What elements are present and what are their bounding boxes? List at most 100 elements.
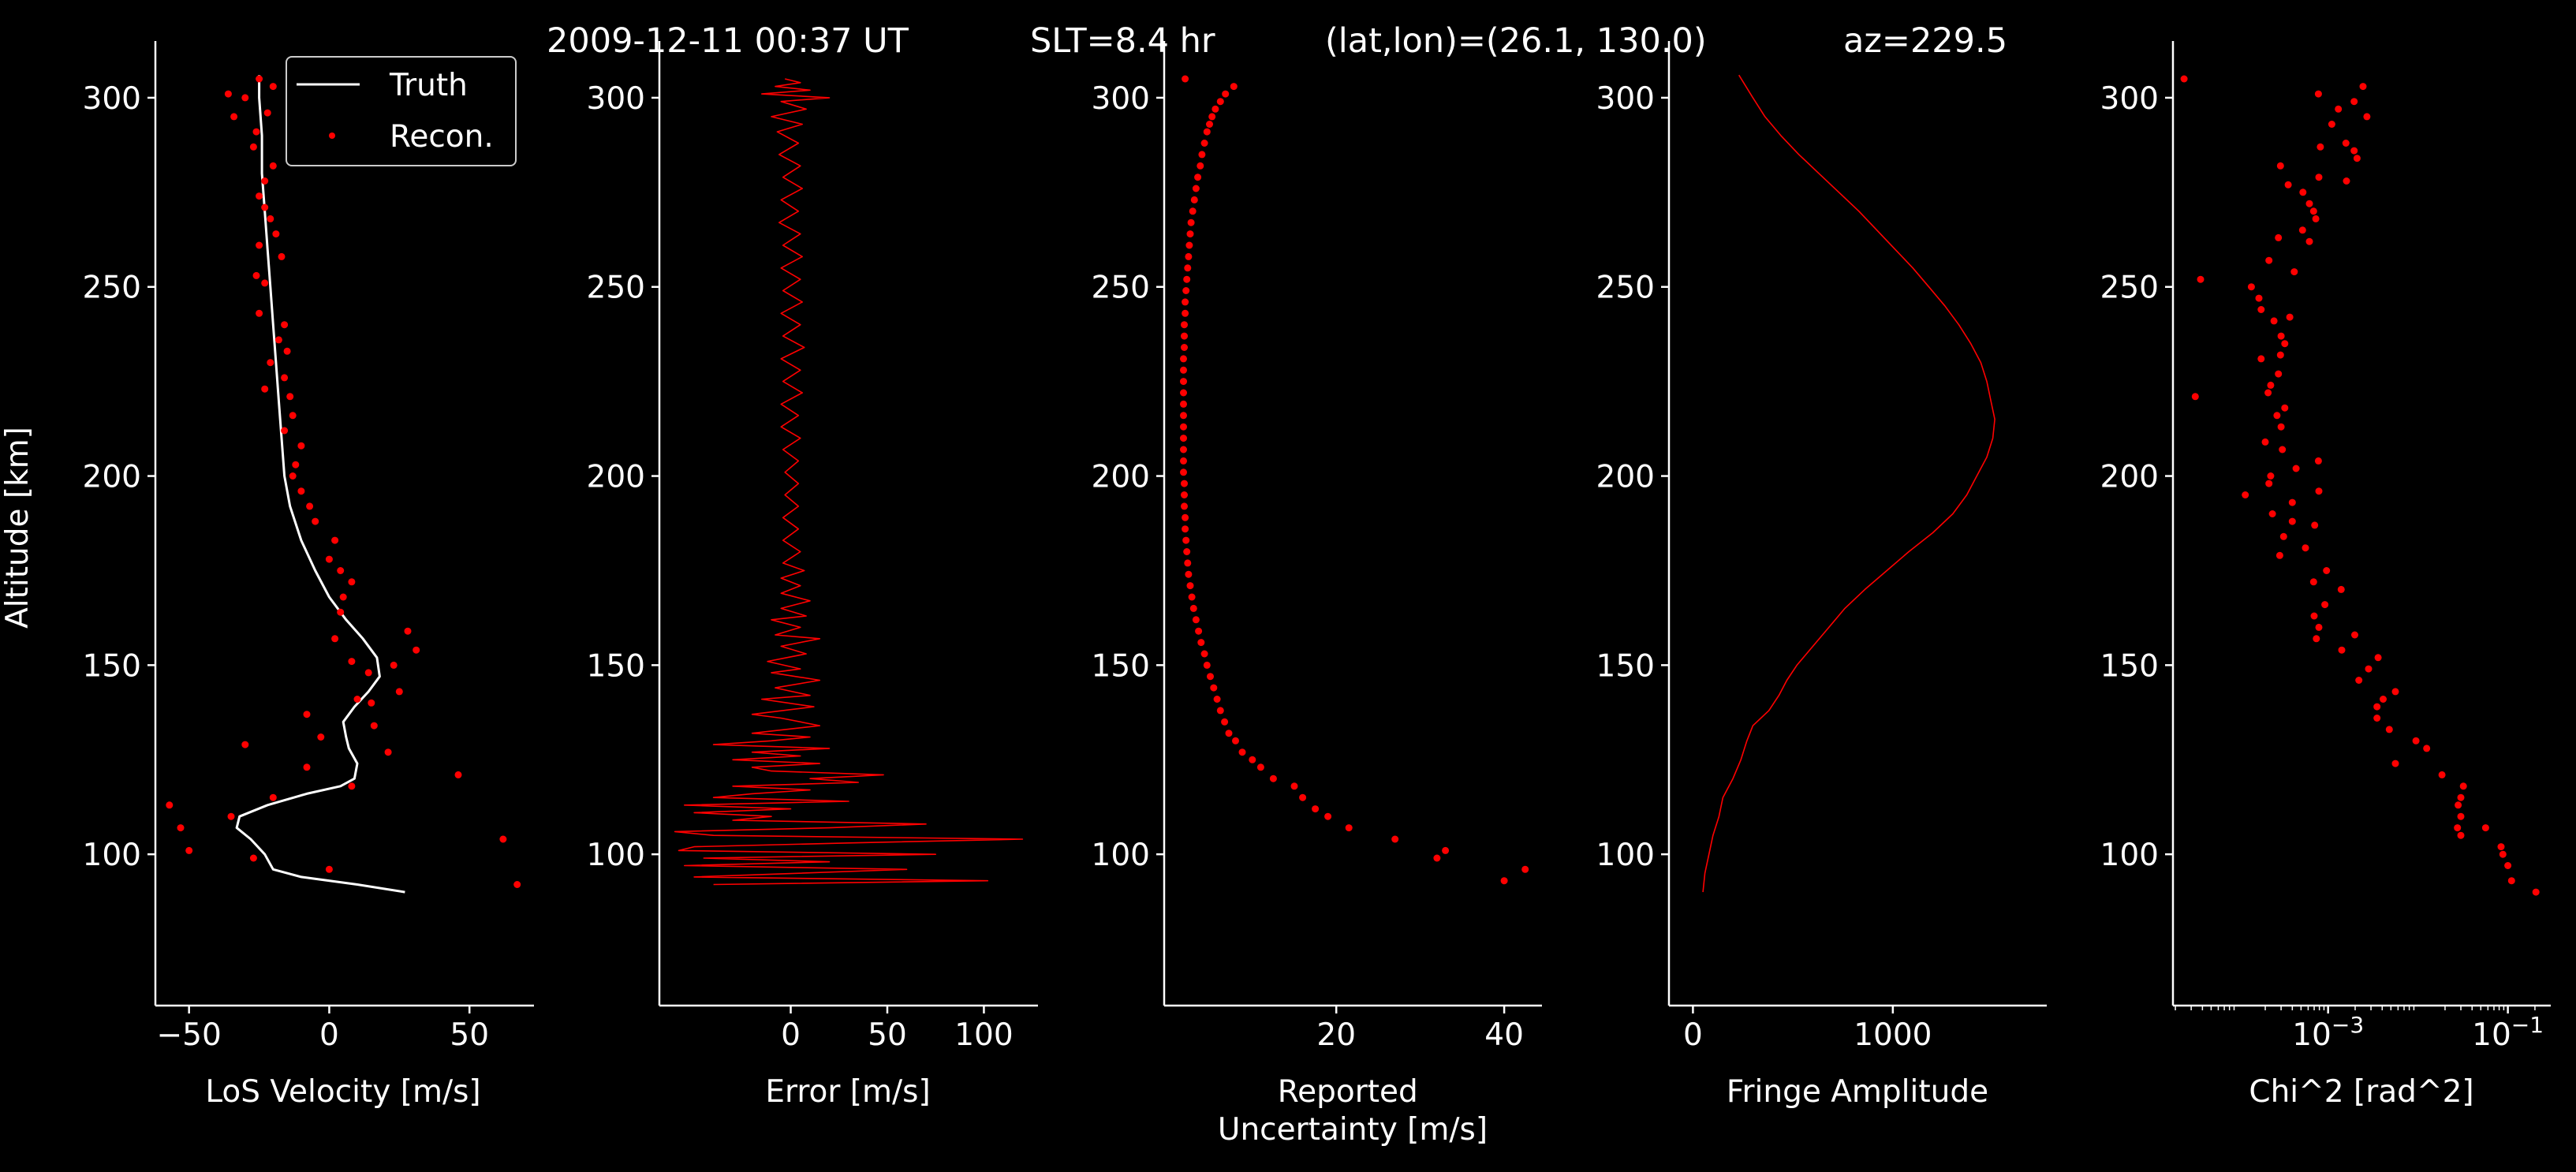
x-tick-label: 1000 (1854, 1017, 1932, 1053)
series-data-0 (1180, 75, 1529, 885)
data-point (1210, 684, 1218, 692)
y-tick-label: 200 (587, 460, 645, 495)
data-point (177, 824, 185, 832)
data-point (337, 608, 345, 616)
data-point (1225, 730, 1233, 737)
data-point (2275, 370, 2283, 378)
data-point (2281, 340, 2289, 348)
data-point (348, 658, 356, 666)
data-point (1216, 707, 1224, 715)
data-point (2309, 578, 2317, 586)
data-point (272, 230, 280, 238)
data-point (2257, 355, 2265, 363)
x-tick-label: 20 (1316, 1017, 1356, 1053)
data-point (2292, 465, 2300, 472)
data-point (1192, 616, 1200, 624)
data-point (2288, 498, 2296, 506)
data-point (2309, 207, 2317, 215)
data-point (1203, 661, 1211, 669)
data-point (2363, 113, 2371, 121)
data-point (413, 646, 420, 654)
data-point (2264, 389, 2272, 397)
data-point (1198, 151, 1206, 159)
data-point (2191, 393, 2199, 401)
data-point (1189, 604, 1197, 612)
data-point (256, 309, 263, 317)
data-point (1180, 446, 1187, 453)
y-tick-label: 250 (1596, 271, 1655, 306)
data-point (337, 567, 345, 574)
data-point (1188, 593, 1196, 601)
data-point (2499, 850, 2507, 858)
data-point (1197, 639, 1205, 647)
data-point (1180, 400, 1187, 408)
data-point (1200, 140, 1208, 147)
data-point (1186, 582, 1194, 590)
data-point (331, 635, 339, 643)
data-point (404, 627, 412, 635)
data-point (1197, 162, 1204, 170)
plot-area-los-velocity: 100 150 200 250 300 −50 0 50 (83, 41, 534, 1053)
data-point (289, 412, 297, 420)
plot-area-reported-uncertainty: 100 150 200 250 300 20 40 (1092, 41, 1542, 1053)
data-point (1312, 805, 1320, 813)
panel-error: 100 150 200 250 300 0 50 100 Error [m/s] (587, 41, 1038, 1110)
data-point (2299, 188, 2307, 196)
data-point (1182, 298, 1189, 306)
data-point (256, 241, 263, 249)
data-point (297, 442, 305, 450)
data-point (2359, 83, 2367, 91)
data-point (1256, 763, 1264, 771)
data-point (1184, 264, 1192, 272)
series-data-0 (2180, 75, 2540, 896)
data-point (2350, 147, 2358, 155)
data-point (384, 748, 392, 756)
data-point (185, 846, 193, 854)
data-point (1181, 344, 1188, 351)
data-point (2277, 423, 2285, 431)
data-point (1206, 121, 1213, 128)
x-tick-label: 40 (1484, 1017, 1524, 1053)
y-tick-label: 250 (83, 271, 141, 306)
data-point (1182, 536, 1190, 544)
altitude-axis-label: Altitude [km] (0, 427, 35, 629)
data-point (368, 699, 375, 707)
data-point (1180, 366, 1187, 374)
data-point (1208, 113, 1216, 121)
data-point (2270, 317, 2278, 325)
y-tick-label: 100 (587, 838, 645, 873)
data-point (1184, 559, 1192, 567)
data-point (224, 90, 232, 98)
data-point (2314, 90, 2322, 98)
data-point (281, 427, 289, 435)
data-point (390, 661, 398, 669)
data-point (261, 385, 269, 393)
data-point (227, 812, 235, 820)
data-point (289, 472, 297, 480)
data-point (348, 578, 356, 586)
y-tick-label: 200 (1092, 460, 1150, 495)
data-point (2277, 332, 2285, 340)
series-data-0 (1702, 74, 1995, 893)
data-point (256, 75, 263, 83)
data-point (2391, 688, 2399, 696)
x-axis-label-error: Error [m/s] (765, 1074, 930, 1110)
y-tick-label: 250 (2100, 271, 2159, 306)
data-point (2374, 654, 2382, 662)
data-point (1232, 737, 1239, 745)
data-point (2305, 200, 2313, 207)
data-point (2391, 760, 2399, 767)
y-tick-label: 300 (1596, 81, 1655, 117)
data-point (325, 555, 333, 563)
data-point (1203, 128, 1211, 136)
data-point (1185, 241, 1193, 249)
data-point (2343, 177, 2350, 185)
data-point (249, 143, 257, 151)
panel-chi-squared: 100 150 200 250 300 10−3 10−1 Chi^2 [rad^2] (2100, 41, 2551, 1110)
data-point (364, 669, 372, 677)
data-point (1207, 673, 1214, 681)
data-point (2275, 233, 2283, 241)
panel-fringe-amplitude: 100 150 200 250 300 0 1000 Fringe Amplitude (1596, 41, 2047, 1110)
data-point (249, 854, 257, 862)
